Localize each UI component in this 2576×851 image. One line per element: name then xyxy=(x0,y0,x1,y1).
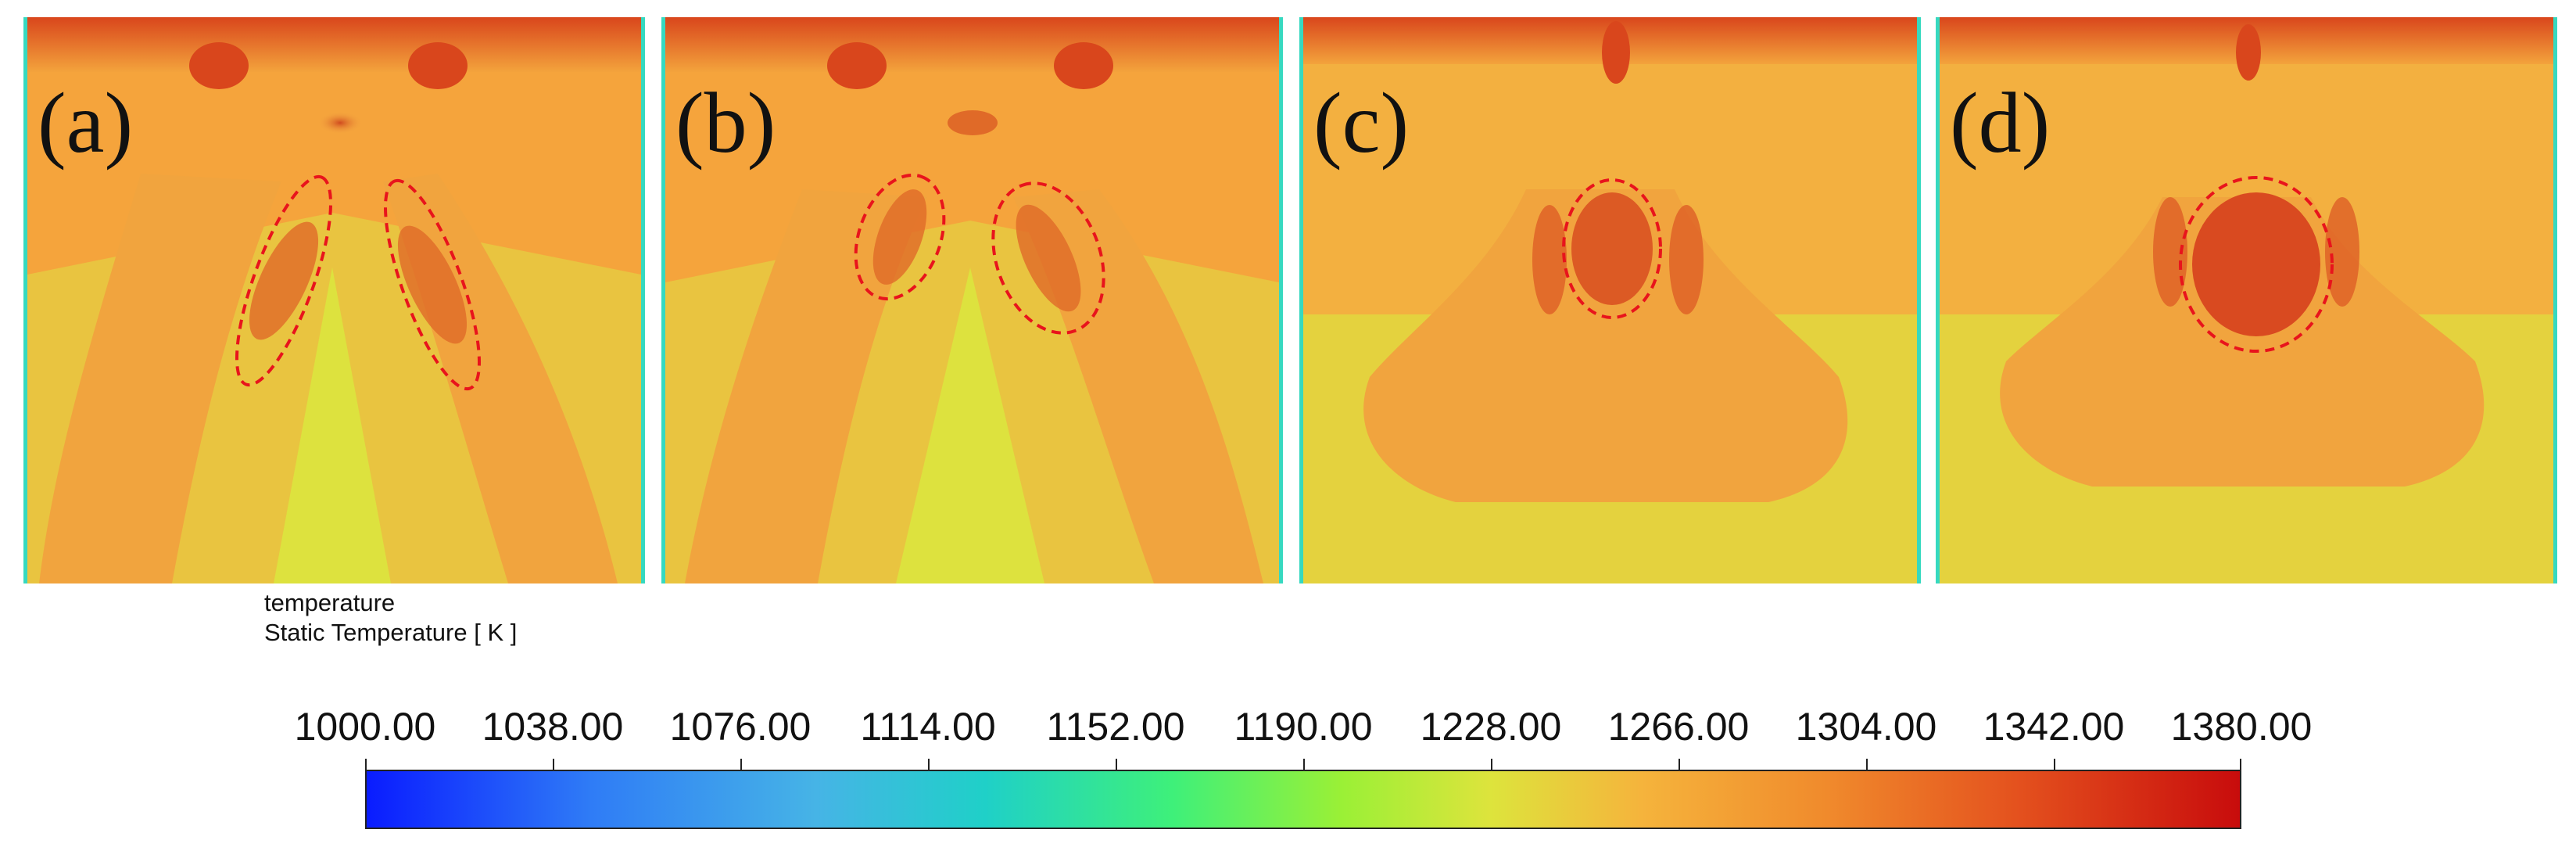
tick-label: 1380.00 xyxy=(2170,705,2313,749)
panel-label-a: (a) xyxy=(38,75,134,171)
tick-label: 1114.00 xyxy=(860,705,996,749)
tick-label: 1152.00 xyxy=(1046,705,1185,749)
temperature-contour-c xyxy=(1299,17,1921,583)
temperature-contour-b xyxy=(661,17,1283,583)
panel-label-d: (d) xyxy=(1950,75,2051,171)
panel-c: (c) xyxy=(1299,17,1921,583)
legend-variable: temperature xyxy=(264,589,396,616)
tick-label: 1038.00 xyxy=(482,705,624,749)
tick-label: 1266.00 xyxy=(1607,705,1750,749)
tick-label: 1228.00 xyxy=(1420,705,1562,749)
tick-label: 1190.00 xyxy=(1234,705,1373,749)
highlight-ellipse xyxy=(991,181,1105,335)
temperature-contour-a xyxy=(23,17,645,583)
panel-b: (b) xyxy=(661,17,1283,583)
panel-label-c: (c) xyxy=(1313,75,1410,171)
highlight-ellipse xyxy=(854,173,946,301)
colorbar-tick-labels: 1000.00 1038.00 1076.00 1114.00 1152.00 … xyxy=(281,704,2361,759)
legend-quantity: Static Temperature [ K ] xyxy=(264,619,518,646)
highlight-ellipse xyxy=(235,174,333,387)
tick-label: 1076.00 xyxy=(669,705,811,749)
highlight-ellipse xyxy=(1562,178,1662,319)
colorbar xyxy=(365,770,2241,829)
panel-label-b: (b) xyxy=(675,75,776,171)
tick-label: 1304.00 xyxy=(1795,705,1937,749)
highlight-ellipse xyxy=(383,178,482,391)
panel-a: (a) xyxy=(23,17,645,583)
tick-label: 1342.00 xyxy=(1983,705,2125,749)
highlight-ellipse xyxy=(2179,176,2334,353)
colorbar-tickmarks xyxy=(365,759,2241,771)
legend-title: temperature Static Temperature [ K ] xyxy=(264,588,517,648)
panel-d: (d) xyxy=(1936,17,2557,583)
tick-label: 1000.00 xyxy=(294,705,436,749)
colorbar-gradient xyxy=(367,771,2240,828)
temperature-contour-d xyxy=(1936,17,2557,583)
